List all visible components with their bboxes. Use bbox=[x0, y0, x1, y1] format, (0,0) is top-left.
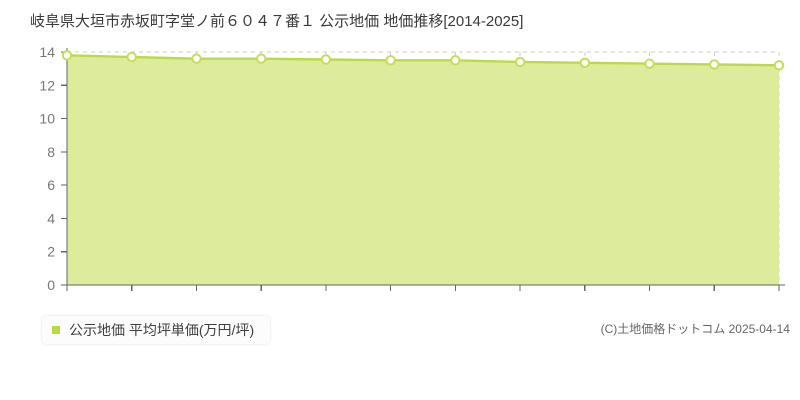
y-axis-tick-label: 14 bbox=[39, 44, 55, 60]
y-axis-tick-label: 6 bbox=[47, 177, 55, 193]
data-point-marker[interactable] bbox=[126, 51, 137, 63]
y-axis-tick-label: 12 bbox=[39, 77, 55, 93]
data-point-marker[interactable] bbox=[450, 55, 461, 66]
legend-label: 公示地価 平均坪単価(万円/坪) bbox=[69, 322, 255, 338]
data-point-marker[interactable] bbox=[255, 53, 267, 64]
copyright-credit: (C)土地価格ドットコム 2025-04-14 bbox=[600, 322, 790, 336]
data-point-marker[interactable] bbox=[191, 53, 202, 64]
x-axis-tick-label: 2025 bbox=[763, 295, 794, 298]
plot-area: 0 2 4 6 8 10 12 14 2015 2017 2019 2021 2023 2025 bbox=[0, 36, 800, 298]
x-axis-tick-label: 2015 bbox=[116, 295, 147, 298]
data-point-marker[interactable] bbox=[514, 56, 526, 68]
y-axis-tick-label: 10 bbox=[39, 111, 55, 127]
legend-square-icon bbox=[52, 326, 60, 334]
y-axis-tick-label: 2 bbox=[47, 244, 55, 260]
x-axis-tick-label: 2023 bbox=[634, 295, 665, 298]
x-axis-tick-label: 2017 bbox=[246, 295, 277, 298]
data-point-marker[interactable] bbox=[579, 57, 591, 69]
x-axis-tick-label: 2019 bbox=[375, 295, 406, 298]
data-point-marker[interactable] bbox=[320, 54, 332, 65]
data-point-marker[interactable] bbox=[61, 50, 73, 61]
data-point-marker[interactable] bbox=[385, 55, 396, 66]
axes bbox=[61, 48, 785, 286]
y-axis-tick-label: 0 bbox=[47, 277, 55, 293]
y-axis-tick-label: 8 bbox=[47, 144, 55, 160]
data-point-marker[interactable] bbox=[644, 58, 655, 69]
y-axis-tick-label: 4 bbox=[47, 210, 55, 226]
page-title: 岐阜県大垣市赤坂町字堂ノ前６０４７番１ 公示地価 地価推移[2014-2025] bbox=[30, 13, 524, 30]
x-axis-ticks: 2015 2017 2019 2021 2023 2025 bbox=[66, 285, 795, 298]
data-point-marker[interactable] bbox=[709, 59, 720, 70]
series-line bbox=[65, 54, 781, 67]
area-fill bbox=[67, 55, 779, 286]
data-point-marker[interactable] bbox=[773, 60, 785, 71]
legend[interactable]: 公示地価 平均坪単価(万円/坪) bbox=[42, 316, 271, 344]
plot-svg: 0 2 4 6 8 10 12 14 2015 2017 2019 2021 2023 2025 bbox=[39, 44, 795, 298]
line-series bbox=[65, 54, 781, 67]
data-point-markers[interactable] bbox=[61, 50, 785, 71]
x-axis-tick-label: 2021 bbox=[505, 295, 536, 298]
y-axis-ticks: 0 2 4 6 8 10 12 14 bbox=[39, 44, 67, 293]
area-series bbox=[67, 55, 779, 286]
